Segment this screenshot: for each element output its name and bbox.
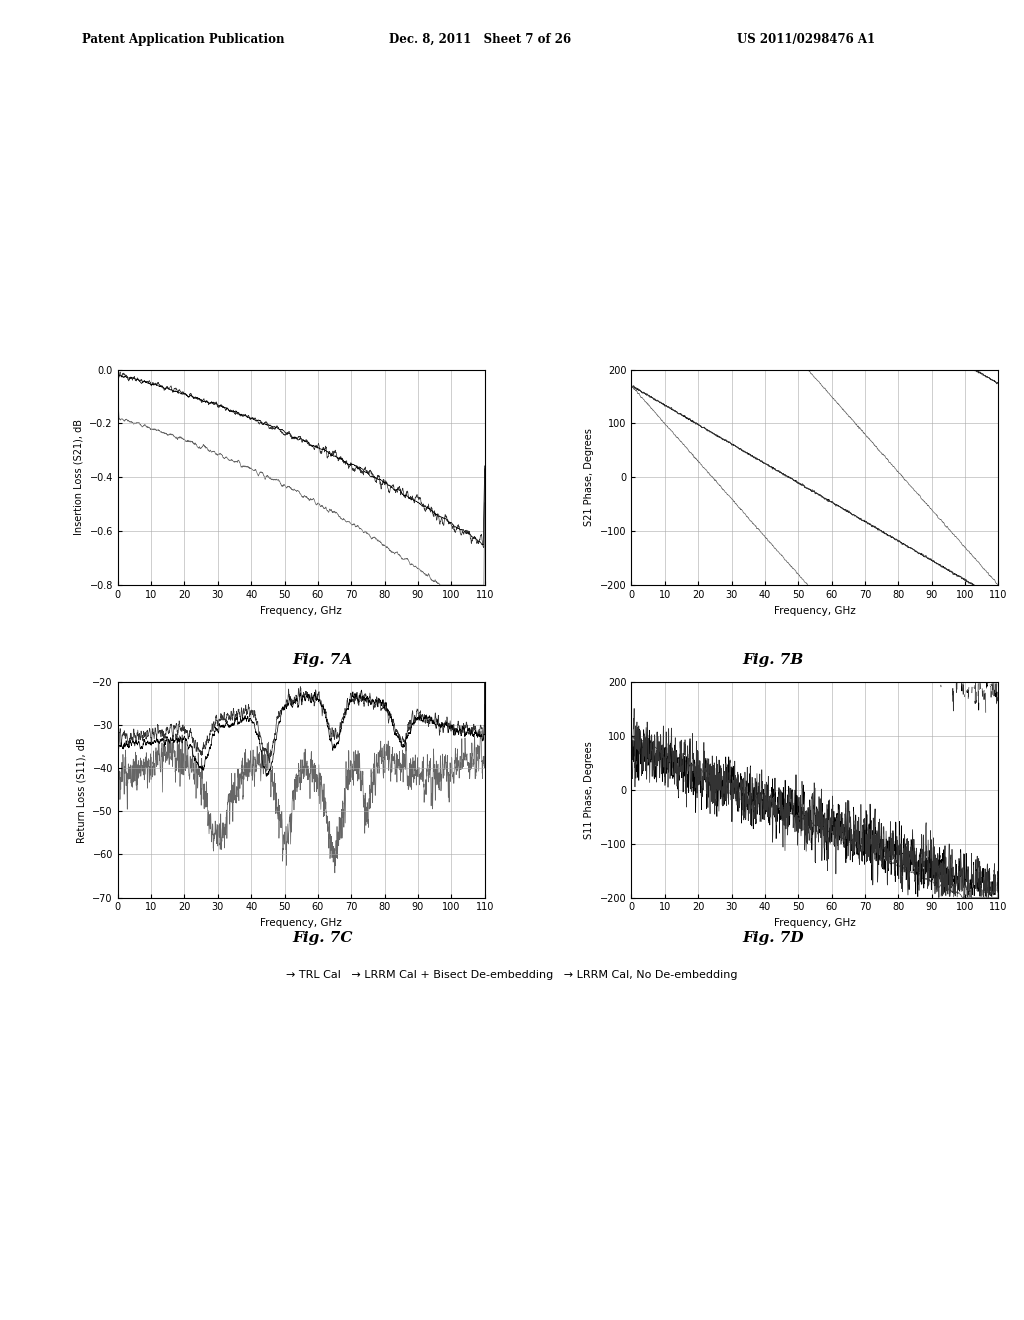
Text: → TRL Cal   → LRRM Cal + Bisect De-embedding   → LRRM Cal, No De-embedding: → TRL Cal → LRRM Cal + Bisect De-embeddi… xyxy=(287,970,737,981)
Text: Fig. 7A: Fig. 7A xyxy=(293,653,352,668)
Y-axis label: S11 Phase, Degrees: S11 Phase, Degrees xyxy=(585,741,594,838)
Text: Patent Application Publication: Patent Application Publication xyxy=(82,33,285,46)
X-axis label: Frequency, GHz: Frequency, GHz xyxy=(260,606,342,615)
X-axis label: Frequency, GHz: Frequency, GHz xyxy=(260,917,342,928)
Text: Fig. 7C: Fig. 7C xyxy=(292,931,353,945)
X-axis label: Frequency, GHz: Frequency, GHz xyxy=(774,606,856,615)
Y-axis label: Insertion Loss (S21), dB: Insertion Loss (S21), dB xyxy=(74,420,84,536)
Text: Dec. 8, 2011   Sheet 7 of 26: Dec. 8, 2011 Sheet 7 of 26 xyxy=(389,33,571,46)
Text: Fig. 7B: Fig. 7B xyxy=(742,653,804,668)
X-axis label: Frequency, GHz: Frequency, GHz xyxy=(774,917,856,928)
Text: Fig. 7D: Fig. 7D xyxy=(742,931,804,945)
Y-axis label: S21 Phase, Degrees: S21 Phase, Degrees xyxy=(585,429,594,527)
Text: US 2011/0298476 A1: US 2011/0298476 A1 xyxy=(737,33,876,46)
Y-axis label: Return Loss (S11), dB: Return Loss (S11), dB xyxy=(77,737,87,842)
